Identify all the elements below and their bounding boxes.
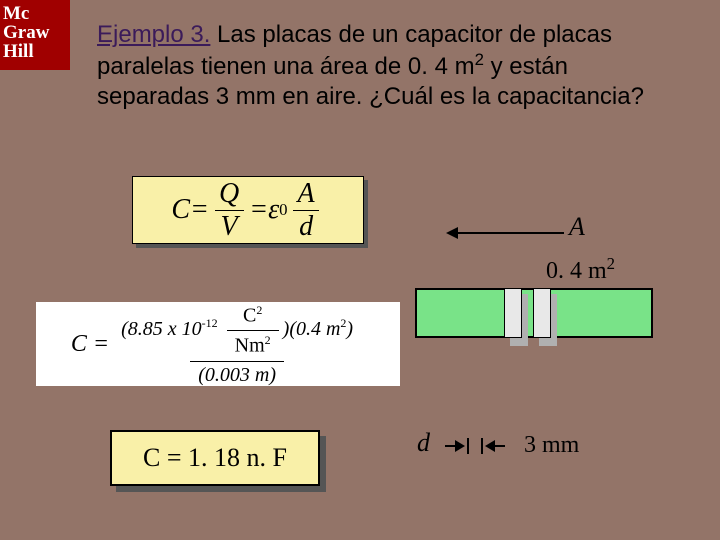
area-label: A bbox=[569, 212, 585, 242]
d-value: 3 mm bbox=[524, 432, 579, 459]
ubt: Nm bbox=[235, 334, 265, 356]
capacitance-formula: C = Q V = ε0 A d bbox=[132, 176, 364, 244]
title-sup: 2 bbox=[475, 50, 484, 69]
ave: 2 bbox=[607, 254, 615, 273]
problem-statement: Ejemplo 3. Las placas de un capacitor de… bbox=[97, 20, 680, 112]
logo-line3: Hill bbox=[3, 42, 67, 61]
result-text: C = 1. 18 n. F bbox=[143, 443, 287, 473]
nc: ) bbox=[346, 318, 353, 340]
var-eps: ε bbox=[268, 194, 279, 226]
ut: C2 bbox=[235, 301, 270, 330]
var-A: A bbox=[292, 178, 321, 210]
ub: Nm2 bbox=[227, 330, 279, 360]
ute: 2 bbox=[256, 303, 262, 317]
lhs: C = bbox=[71, 331, 109, 358]
area-value: 0. 4 m2 bbox=[546, 254, 615, 285]
area-arrow bbox=[448, 232, 564, 234]
d-tick-1 bbox=[467, 438, 469, 454]
subst-den: (0.003 m) bbox=[190, 361, 284, 389]
nb: )(0.4 m bbox=[283, 318, 341, 340]
frac-QV: Q V bbox=[213, 178, 245, 243]
var-C: C bbox=[171, 194, 190, 226]
subst-frac: (8.85 x 10-12 C2Nm2)(0.4 m2) (0.003 m) bbox=[113, 299, 361, 389]
eq2: = bbox=[249, 194, 268, 226]
substitution-formula: C = (8.85 x 10-12 C2Nm2)(0.4 m2) (0.003 … bbox=[36, 302, 400, 386]
av: 0. 4 m bbox=[546, 258, 607, 284]
ne: -12 bbox=[202, 316, 218, 330]
eq1: = bbox=[190, 194, 209, 226]
na: (8.85 x 10 bbox=[121, 318, 202, 340]
d-arrow-left bbox=[445, 445, 463, 447]
plate2 bbox=[533, 288, 551, 338]
result-box: C = 1. 18 n. F bbox=[110, 430, 320, 486]
unit-frac: C2Nm2 bbox=[227, 301, 279, 359]
d-label: d bbox=[417, 428, 430, 458]
subst-num: (8.85 x 10-12 C2Nm2)(0.4 m2) bbox=[113, 299, 361, 361]
ejemplo-label: Ejemplo 3. bbox=[97, 21, 210, 48]
mcgraw-hill-logo: Mc Graw Hill bbox=[0, 0, 70, 70]
d-arrow-right bbox=[487, 445, 505, 447]
plate1 bbox=[504, 288, 522, 338]
logo-line1: Mc bbox=[3, 4, 67, 23]
var-Q: Q bbox=[213, 178, 245, 210]
var-d: d bbox=[293, 210, 319, 243]
logo-line2: Graw bbox=[3, 23, 67, 42]
eps-sub: 0 bbox=[279, 200, 287, 220]
ube: 2 bbox=[265, 333, 271, 347]
var-V: V bbox=[215, 210, 244, 243]
d-arrows bbox=[445, 438, 505, 454]
d-tick-2 bbox=[481, 438, 483, 454]
utt: C bbox=[243, 305, 256, 327]
frac-Ad: A d bbox=[292, 178, 321, 243]
